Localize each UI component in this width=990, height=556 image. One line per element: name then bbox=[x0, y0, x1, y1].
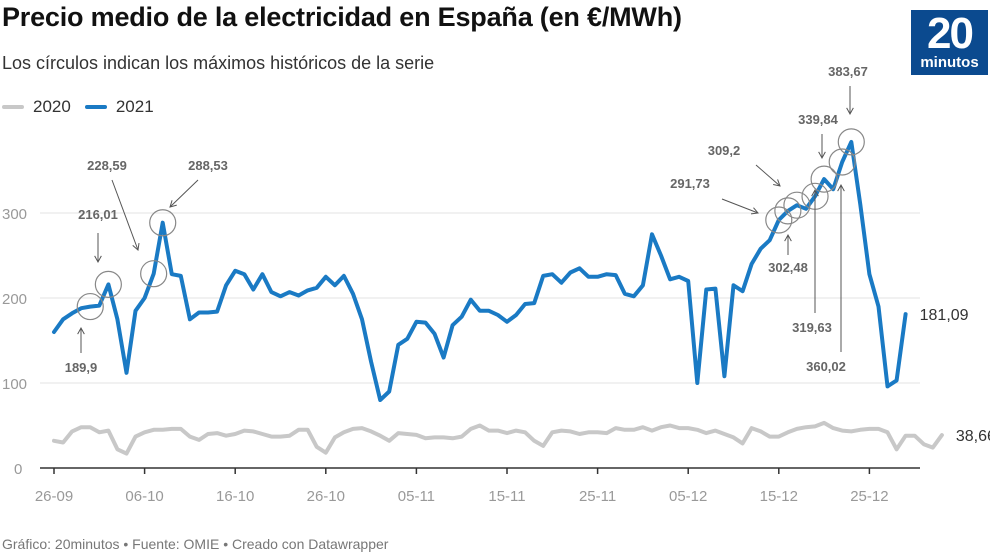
y-tick-label-0: 0 bbox=[14, 461, 22, 478]
annotation-label: 309,2 bbox=[708, 143, 741, 158]
legend-swatch-2021 bbox=[84, 105, 107, 109]
x-tick-label-26-10: 26-10 bbox=[307, 488, 345, 505]
chart-footer: Gráfico: 20minutos • Fuente: OMIE • Crea… bbox=[2, 536, 389, 552]
legend-label-2021: 2021 bbox=[115, 97, 154, 116]
annotation-arrowhead-icon bbox=[818, 151, 826, 160]
annotation-arrowhead-icon bbox=[773, 179, 781, 187]
x-tick-label-25-12: 25-12 bbox=[850, 488, 888, 505]
x-tick-label-16-10: 16-10 bbox=[216, 488, 254, 505]
y-tick-label-200: 200 bbox=[2, 291, 27, 308]
x-axis: 26-09 06-10 16-10 26-10 05-11 15-11 25-11 05-12… bbox=[35, 467, 920, 505]
x-tick-label-05-12: 05-12 bbox=[669, 488, 707, 505]
chart-legend: 2020 2021 bbox=[2, 97, 168, 117]
annotation-arrowhead-icon bbox=[132, 243, 140, 251]
annotations: 189,9 216,01 228,59 288,53 291,73 302,48 309,2… bbox=[65, 64, 868, 375]
legend-swatch-2020 bbox=[2, 105, 24, 109]
annotation-arrowhead-icon bbox=[784, 233, 792, 242]
annotation-arrowhead-icon bbox=[837, 183, 845, 192]
annotation-arrow-line bbox=[755, 164, 781, 187]
annotation-label: 216,01 bbox=[78, 207, 118, 222]
annotation-label: 302,48 bbox=[768, 260, 808, 275]
annotation-arrowhead-icon bbox=[750, 207, 759, 215]
annotation-arrow-line bbox=[169, 179, 199, 208]
chart-subtitle: Los círculos indican los máximos históri… bbox=[2, 53, 435, 73]
annotation-label: 319,63 bbox=[792, 320, 832, 335]
record-circle bbox=[94, 270, 122, 298]
end-label-2021: 181,09 bbox=[920, 307, 969, 324]
end-label-2020: 38,66 bbox=[956, 428, 990, 445]
y-axis-ticks: 0 100 200 300 bbox=[2, 206, 27, 478]
record-circle bbox=[149, 209, 177, 237]
legend-item-2020: 2020 bbox=[2, 97, 71, 117]
annotation-arrowhead-icon bbox=[169, 200, 177, 208]
record-circle bbox=[783, 191, 811, 219]
annotation-arrowhead-icon bbox=[77, 326, 85, 335]
chart-title: Precio medio de la electricidad en Españ… bbox=[2, 2, 682, 32]
x-tick-label-25-11: 25-11 bbox=[579, 488, 616, 505]
annotation-label: 339,84 bbox=[798, 112, 839, 127]
annotation-arrow-line bbox=[111, 179, 139, 251]
logo-word: minutos bbox=[920, 54, 979, 71]
annotation-label: 288,53 bbox=[188, 158, 228, 173]
series-lines bbox=[52, 139, 944, 456]
record-circle bbox=[765, 206, 793, 234]
record-circle bbox=[810, 165, 838, 193]
x-tick-label-15-12: 15-12 bbox=[760, 488, 798, 505]
annotation-label: 360,02 bbox=[806, 359, 846, 374]
record-circle bbox=[774, 197, 802, 225]
y-tick-label-300: 300 bbox=[2, 206, 27, 223]
x-tick-label-05-11: 05-11 bbox=[398, 488, 435, 505]
x-tick-label-15-11: 15-11 bbox=[488, 488, 525, 505]
x-tick-label-26-09: 26-09 bbox=[35, 488, 73, 505]
legend-label-2020: 2020 bbox=[33, 97, 71, 116]
annotation-label: 189,9 bbox=[65, 360, 98, 375]
annotation-arrowhead-icon bbox=[811, 188, 819, 197]
annotation-label: 291,73 bbox=[670, 176, 710, 191]
logo-number: 20 bbox=[927, 9, 974, 58]
record-circle bbox=[837, 128, 865, 156]
y-tick-label-100: 100 bbox=[2, 376, 27, 393]
legend-item-2021: 2021 bbox=[84, 97, 154, 117]
annotation-label: 383,67 bbox=[828, 64, 868, 79]
series-line-2020 bbox=[52, 420, 944, 456]
x-tick-label-06-10: 06-10 bbox=[125, 488, 163, 505]
annotation-arrowhead-icon bbox=[846, 107, 854, 116]
record-circle bbox=[76, 292, 104, 321]
record-circle bbox=[140, 260, 168, 288]
annotation-arrow-line bbox=[721, 198, 759, 214]
brand-logo[interactable]: 20 minutos bbox=[911, 10, 988, 75]
annotation-label: 228,59 bbox=[87, 158, 127, 173]
end-labels: 38,66 181,09 bbox=[920, 307, 990, 445]
series-line-2021 bbox=[52, 139, 908, 402]
annotation-arrowhead-icon bbox=[94, 255, 102, 264]
record-circle bbox=[828, 148, 856, 176]
